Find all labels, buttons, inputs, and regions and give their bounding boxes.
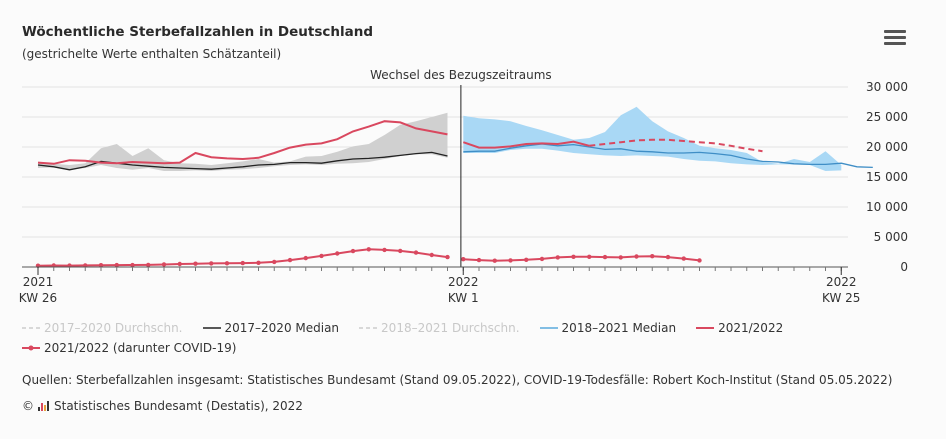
hamburger-menu-icon[interactable]	[884, 30, 906, 48]
legend-label: 2021/2022 (darunter COVID-19)	[44, 341, 237, 355]
legend-label: 2017–2020 Median	[224, 321, 340, 335]
covid-point	[697, 258, 702, 263]
x-tick-label-week: KW 1	[448, 291, 479, 305]
y-tick-label: 10 000	[866, 200, 908, 214]
covid-point	[114, 262, 119, 268]
covid-point	[240, 260, 245, 266]
y-tick-label: 30 000	[866, 80, 908, 94]
x-tick-label-week: KW 25	[822, 291, 860, 305]
covid-point	[602, 254, 608, 260]
y-tick-label: 15 000	[866, 170, 908, 184]
legend-item-2021-2022[interactable]: 2021/2022	[696, 321, 783, 335]
covid-point	[492, 258, 497, 263]
legend-row-2: 2021/2022 (darunter COVID-19)	[22, 338, 902, 358]
y-tick-label: 5 000	[874, 230, 908, 244]
covid-point	[445, 254, 450, 260]
legend-item-2021-2022-covid[interactable]: 2021/2022 (darunter COVID-19)	[22, 341, 236, 355]
solid-line-icon	[202, 327, 221, 329]
covid-point	[130, 262, 135, 268]
covid-point	[335, 251, 340, 256]
covid-point	[587, 254, 592, 259]
covid-point	[398, 248, 403, 254]
legend-row-1: 2017–2020 Durchschn. 2017–2020 Median 20…	[22, 318, 902, 338]
covid-point	[681, 256, 686, 261]
covid-point	[650, 254, 655, 259]
y-tick-label: 25 000	[866, 110, 908, 124]
chart-subtitle: (gestrichelte Werte enthalten Schätzante…	[22, 47, 282, 61]
covid-point	[524, 257, 529, 262]
deaths-2021-2022-line	[37, 120, 448, 165]
line-marker-icon	[22, 345, 40, 351]
solid-line-icon	[539, 327, 558, 329]
covid-point	[177, 261, 182, 267]
covid-point	[382, 247, 387, 253]
covid-point	[272, 259, 277, 265]
covid-point	[476, 257, 482, 263]
deaths-2022-estimated-line	[589, 138, 763, 153]
chart-legend: 2017–2020 Durchschn. 2017–2020 Median 20…	[22, 318, 902, 358]
y-tick-label: 0	[900, 260, 908, 274]
covid-point	[161, 262, 167, 267]
destatis-logo-icon	[38, 401, 49, 411]
covid-point	[319, 253, 324, 259]
covid-point	[665, 254, 671, 260]
legend-label: 2018–2021 Durchschn.	[381, 321, 520, 335]
copyright-note: © Statistisches Bundesamt (Destatis), 20…	[22, 399, 303, 413]
median-2018-2021-line	[463, 143, 873, 169]
legend-label: 2021/2022	[718, 321, 784, 335]
covid-point	[287, 257, 293, 263]
reference-change-annotation: Wechsel des Bezugszeitraums	[370, 68, 552, 82]
covid-point	[461, 257, 466, 262]
legend-item-2017-2020-median[interactable]: 2017–2020 Median	[202, 321, 340, 335]
covid-point	[350, 248, 356, 254]
covid-point	[366, 247, 371, 252]
range-2017-2020-band	[38, 112, 448, 171]
chart-area: 0 5 000 10 000 15 000 20 000 25 000 30 000 Wech…	[19, 68, 908, 305]
x-tick-label-week: KW 26	[19, 291, 57, 305]
deaths-2022-line	[462, 140, 590, 149]
covid-point	[555, 255, 560, 260]
legend-item-2017-2020-avg[interactable]: 2017–2020 Durchschn.	[22, 321, 183, 335]
sources-note: Quellen: Sterbefallzahlen insgesamt: Sta…	[22, 373, 893, 387]
covid-point	[303, 255, 308, 261]
covid-point	[193, 261, 198, 266]
dashed-line-icon	[359, 327, 378, 329]
covid-2022-line	[463, 255, 700, 262]
legend-item-2018-2021-median[interactable]: 2018–2021 Median	[539, 321, 677, 335]
covid-point	[209, 261, 214, 266]
covid-point	[146, 262, 151, 268]
legend-label: 2018–2021 Median	[561, 321, 677, 335]
covid-point	[508, 258, 513, 263]
covid-point	[224, 261, 230, 266]
chart-title: Wöchentliche Sterbefallzahlen in Deutsch…	[22, 24, 373, 40]
legend-item-2018-2021-avg[interactable]: 2018–2021 Durchschn.	[359, 321, 520, 335]
covid-point	[98, 263, 104, 268]
x-tick-label-year: 2021	[23, 275, 54, 289]
covid-point	[256, 260, 261, 265]
legend-label: 2017–2020 Durchschn.	[44, 321, 183, 335]
y-tick-label: 20 000	[866, 140, 908, 154]
covid-point	[571, 254, 576, 259]
x-tick-label-year: 2022	[448, 275, 479, 289]
x-tick-label-year: 2022	[826, 275, 857, 289]
covid-point	[618, 255, 623, 260]
covid-point	[413, 250, 419, 255]
copyright-symbol: ©	[22, 399, 34, 413]
covid-point	[429, 252, 434, 258]
copyright-text: Statistisches Bundesamt (Destatis), 2022	[54, 399, 303, 413]
covid-point	[539, 256, 545, 262]
covid-point	[634, 254, 639, 259]
solid-line-icon	[696, 327, 715, 329]
dashed-line-icon	[22, 327, 40, 329]
